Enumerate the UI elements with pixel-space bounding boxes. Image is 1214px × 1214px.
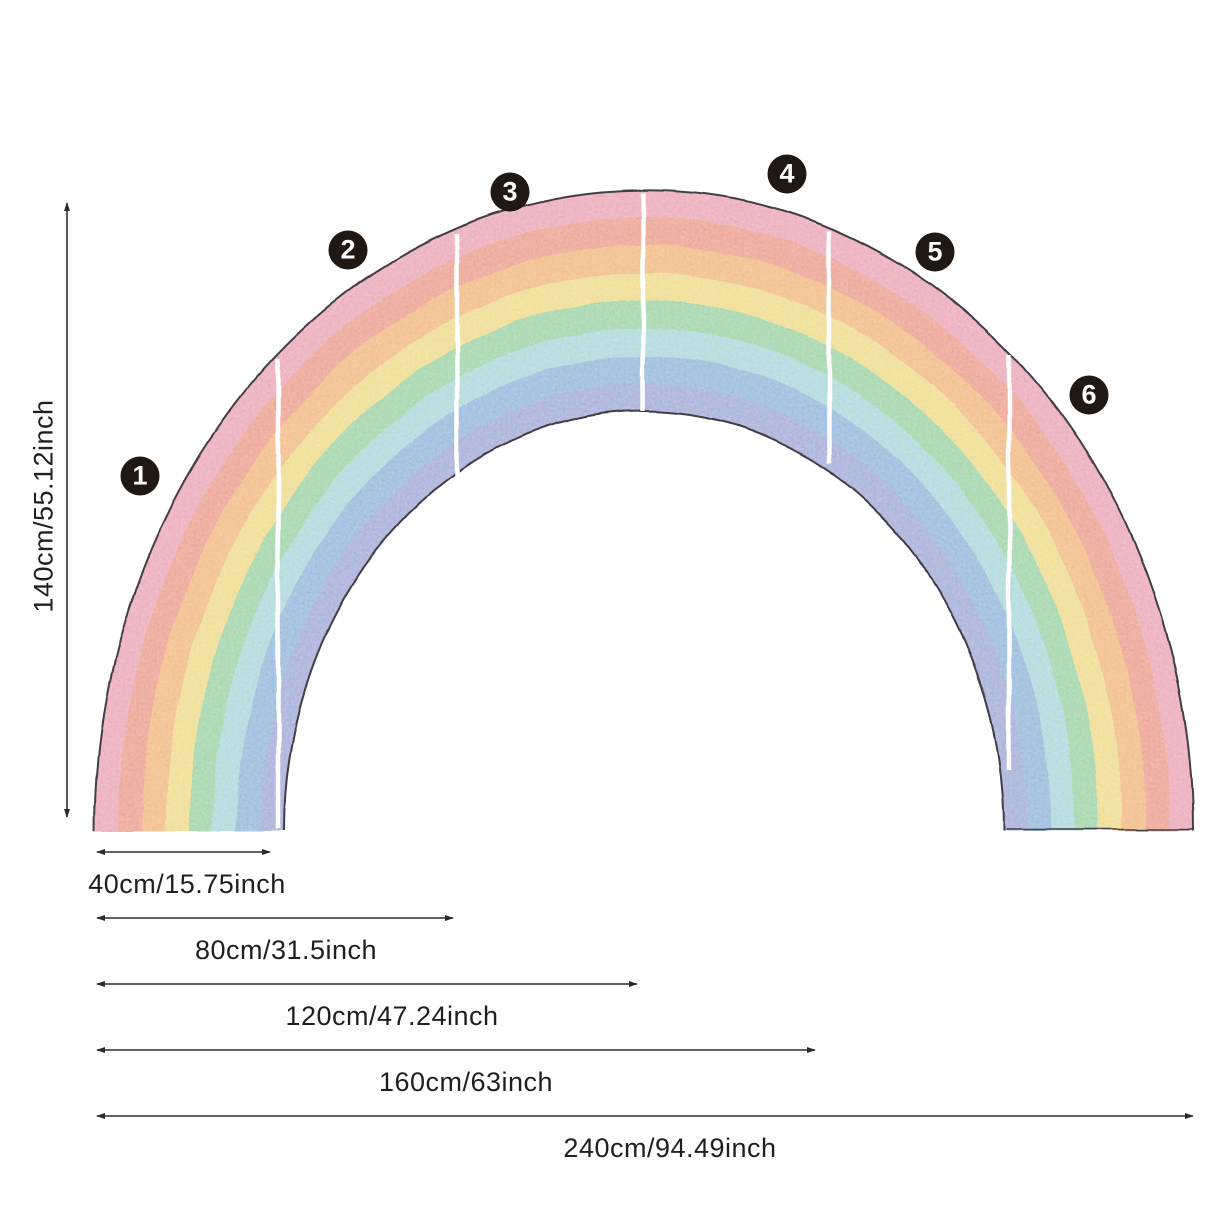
watercolor-paper-texture bbox=[95, 190, 1193, 831]
outer-edge-outline bbox=[94, 189, 1194, 832]
piece-badge-4: 4 bbox=[767, 154, 807, 194]
piece-badge-5: 5 bbox=[915, 232, 955, 272]
piece-badge-1: 1 bbox=[120, 456, 160, 496]
width-dimension-label-80cm: 80cm/31.5inch bbox=[194, 935, 378, 965]
width-dimension-label-40cm: 40cm/15.75inch bbox=[88, 869, 286, 899]
width-dimension-label-120cm: 120cm/47.24inch bbox=[285, 1001, 499, 1031]
dimension-lines bbox=[64, 202, 1194, 1119]
piece-badge-3: 3 bbox=[490, 172, 530, 212]
rainbow-arch-group bbox=[94, 189, 1194, 832]
width-dimension-label-240cm: 240cm/94.49inch bbox=[563, 1133, 777, 1163]
piece-badge-6: 6 bbox=[1069, 375, 1109, 415]
height-dimension-label: 140cm/55.12inch bbox=[28, 399, 59, 613]
width-dimension-label-160cm: 160cm/63inch bbox=[378, 1067, 554, 1097]
piece-badge-2: 2 bbox=[328, 230, 368, 270]
